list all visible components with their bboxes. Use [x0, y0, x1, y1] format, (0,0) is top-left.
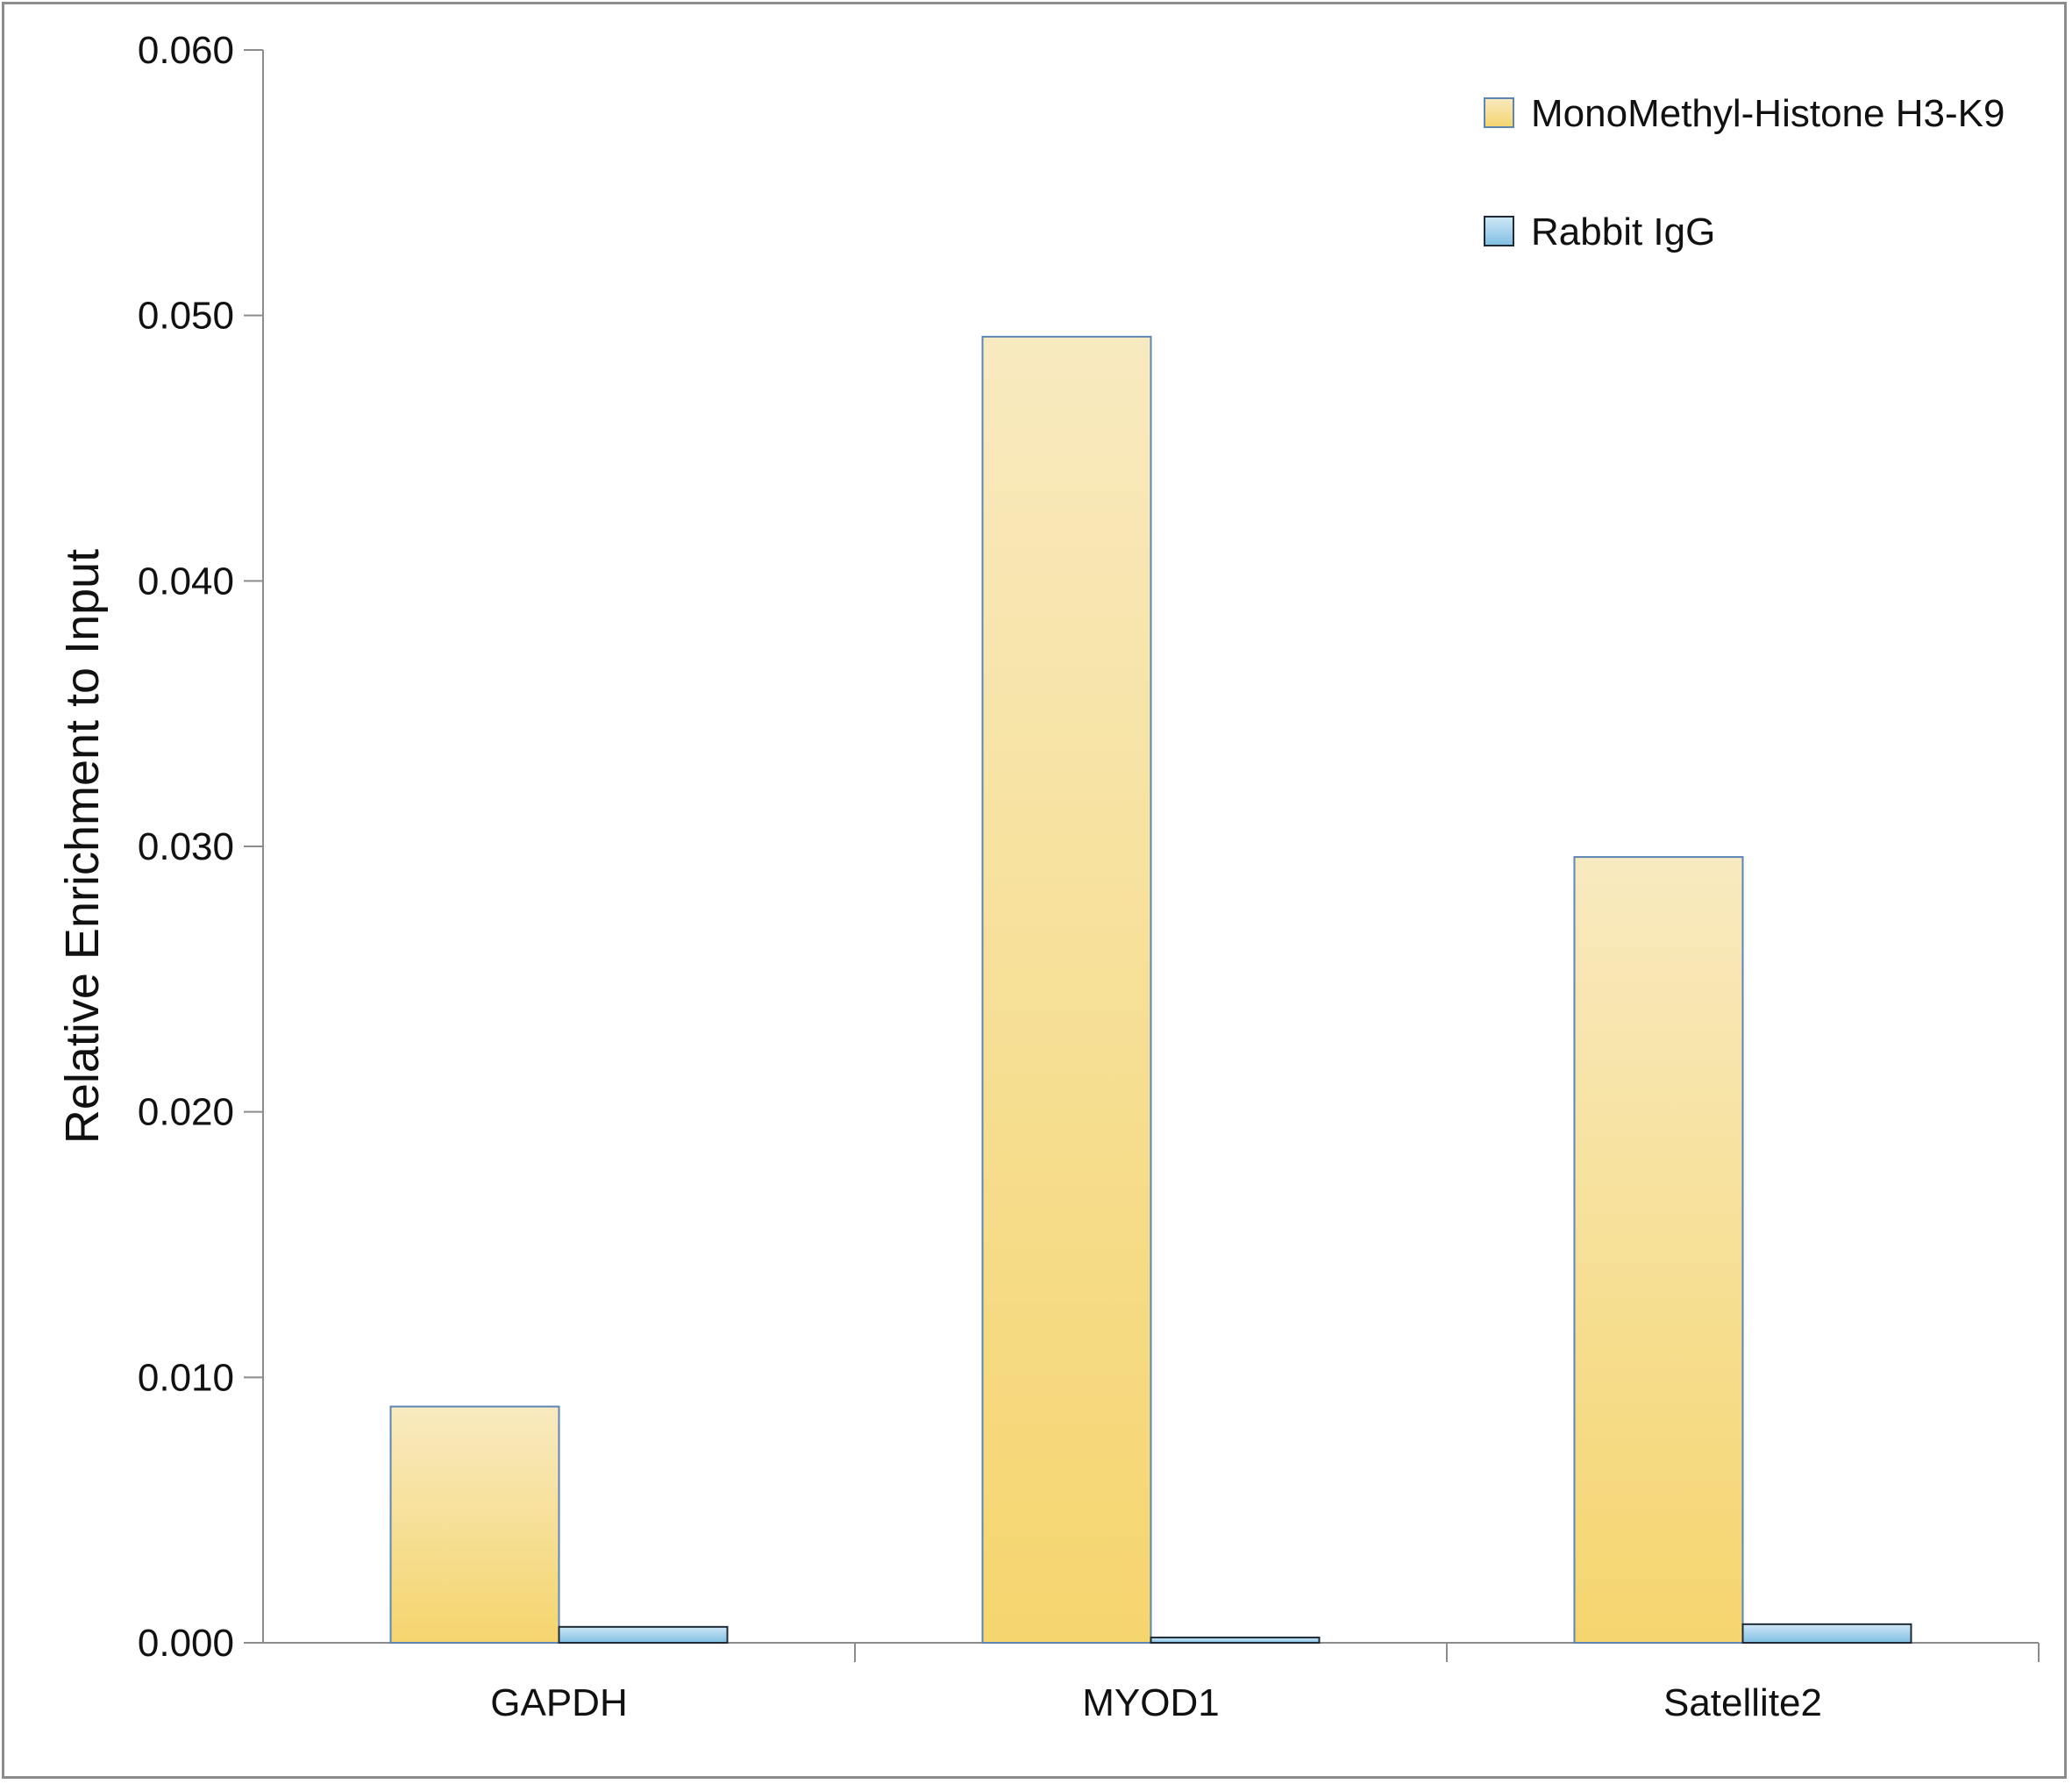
bar-satellite2-series-1 — [1741, 1623, 1912, 1645]
legend-swatch — [1484, 97, 1514, 128]
y-axis-title: Relative Enrichment to Input — [56, 549, 109, 1144]
x-category-label: GAPDH — [490, 1681, 627, 1724]
x-category-label: MYOD1 — [1082, 1681, 1219, 1724]
legend: MonoMethyl-Histone H3-K9 Rabbit IgG — [1484, 92, 2004, 253]
y-tick-label: 0.040 — [138, 560, 234, 603]
bar-myod1-series-0 — [981, 335, 1152, 1644]
y-tick-label: 0.030 — [138, 825, 234, 868]
bar-myod1-series-1 — [1150, 1636, 1321, 1644]
x-category-label: Satellite2 — [1663, 1681, 1822, 1724]
legend-label: MonoMethyl-Histone H3-K9 — [1531, 92, 2004, 135]
y-tick-label: 0.060 — [138, 29, 234, 72]
y-tick-label: 0.050 — [138, 295, 234, 338]
legend-label: Rabbit IgG — [1531, 211, 1715, 253]
bars — [389, 335, 1912, 1645]
axis-labels: 0.000 0.010 0.020 0.030 0.040 0.050 0.060 GAPDH… — [138, 29, 1822, 1724]
bar-gapdh-series-1 — [558, 1625, 729, 1644]
y-tick-label: 0.010 — [138, 1356, 234, 1399]
bar-gapdh-series-0 — [389, 1405, 560, 1645]
y-tick-label: 0.020 — [138, 1091, 234, 1134]
legend-swatch — [1484, 216, 1514, 246]
bar-satellite2-series-0 — [1573, 856, 1744, 1644]
y-tick-label: 0.000 — [138, 1622, 234, 1665]
